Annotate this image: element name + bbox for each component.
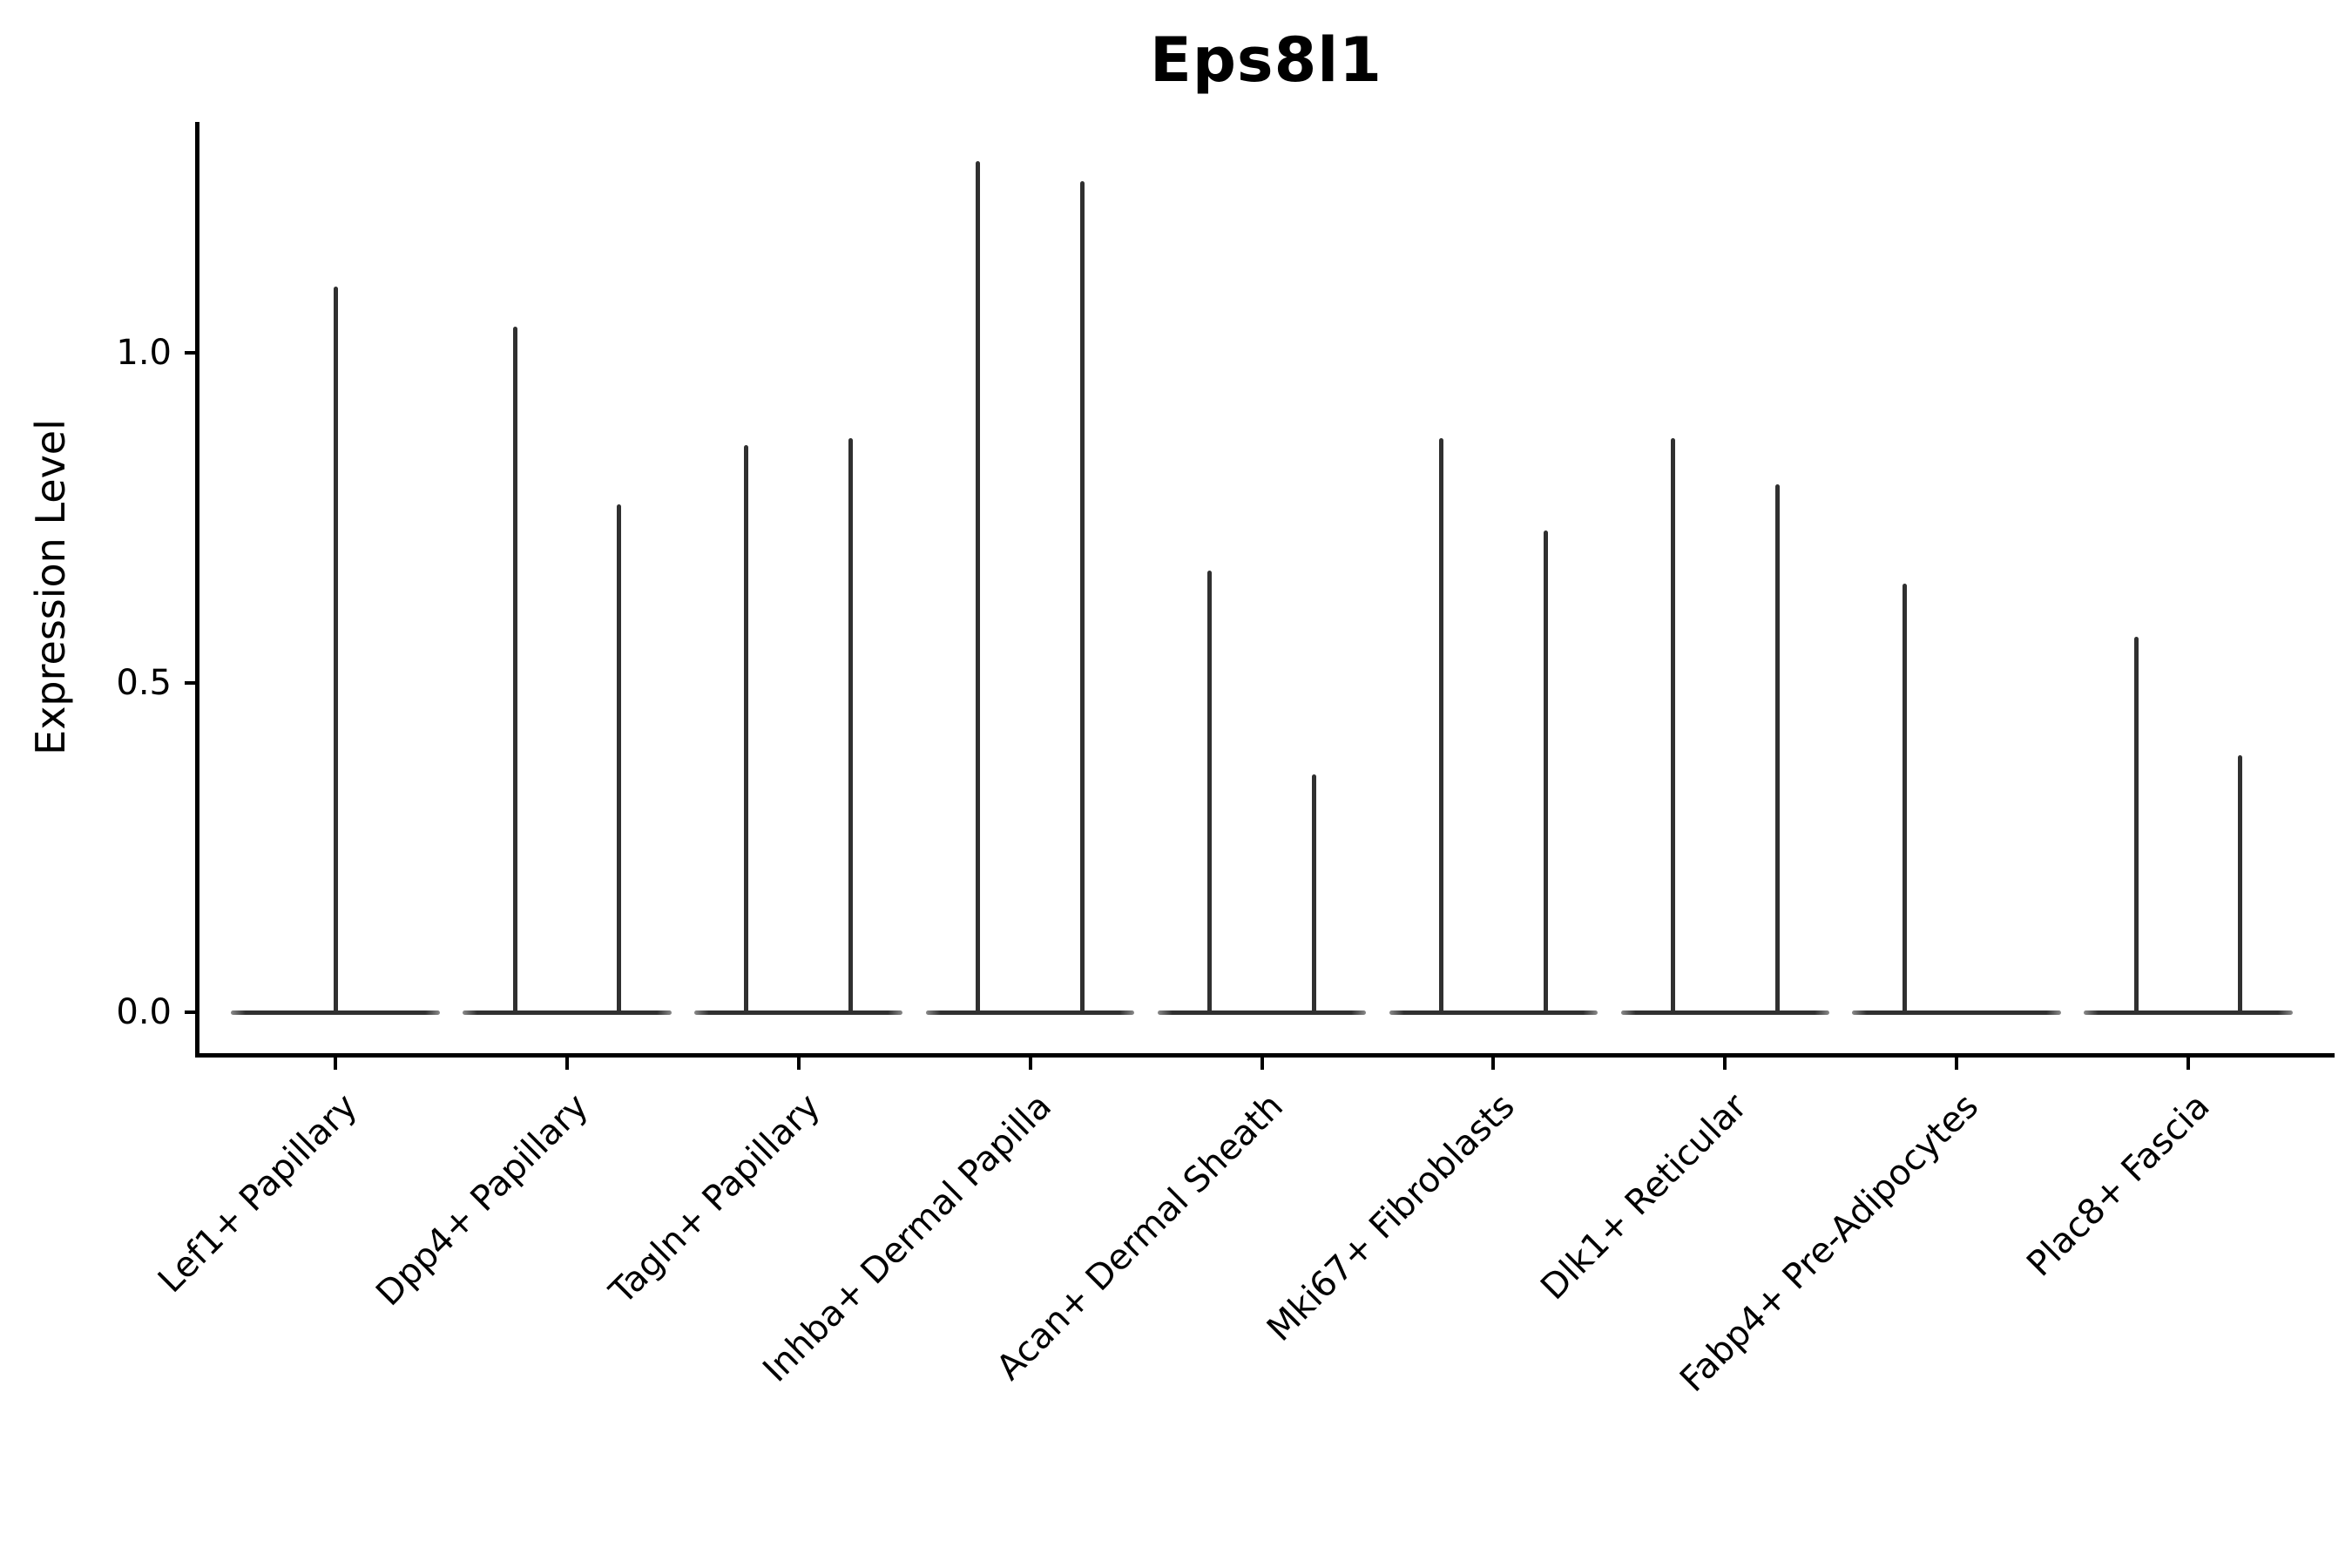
violin-baseline [1852,1010,2061,1015]
x-axis-spine [195,1053,2335,1058]
x-tick-mark [796,1053,801,1070]
x-tick-mark [334,1053,337,1070]
violin-baseline [463,1010,672,1015]
violin-spike [976,161,981,1014]
y-tick-label: 0.0 [116,992,172,1032]
chart-title: Eps8l1 [1150,24,1382,96]
violin-spike [333,287,338,1014]
violin-spike [1543,531,1548,1014]
violin-spike [2133,636,2139,1014]
x-tick-label-text: Dlk1+ Reticular [1532,1085,1755,1308]
y-tick-label: 0.5 [116,662,172,703]
x-tick-mark [564,1053,569,1070]
violin-baseline [1389,1010,1598,1015]
violin-spike [1311,774,1316,1014]
x-tick-label-text: Lef1+ Papillary [150,1085,365,1301]
x-tick-mark [1260,1053,1264,1070]
x-tick-label-text: Mki67+ Fibroblasts [1260,1085,1524,1349]
x-tick-mark [2186,1053,2190,1070]
x-tick-mark [1955,1053,1959,1070]
y-tick-mark [185,1010,198,1014]
y-axis-spine [195,122,199,1058]
violin-spike [1079,181,1085,1014]
x-tick-mark [1491,1053,1496,1070]
violin-baseline [2084,1010,2293,1015]
violin-baseline [694,1010,903,1015]
x-tick-label-text: Plac8+ Fascia [2019,1085,2218,1285]
violin-spike [1902,583,1907,1014]
x-tick-mark [1723,1053,1727,1070]
violin-baseline [231,1010,440,1015]
violin-spike [1439,438,1444,1014]
x-tick-mark [1028,1053,1032,1070]
violin-spike [512,326,517,1014]
violin-baseline [1157,1010,1367,1015]
x-tick-label-text: Tagln+ Papillary [602,1085,828,1313]
x-tick-label-text: Dpp4+ Papillary [368,1085,597,1315]
violin-baseline [1620,1010,1829,1015]
y-tick-label: 1.0 [116,333,172,373]
violin-spike [1670,438,1675,1014]
y-tick-mark [185,351,198,355]
violin-spike [848,438,854,1014]
violin-spike [617,504,622,1014]
violin-spike [744,444,749,1014]
violin-baseline [925,1010,1135,1015]
violin-spike [1774,484,1780,1014]
violin-spike [1207,570,1213,1014]
y-tick-mark [185,680,198,685]
violin-spike [2238,754,2243,1014]
